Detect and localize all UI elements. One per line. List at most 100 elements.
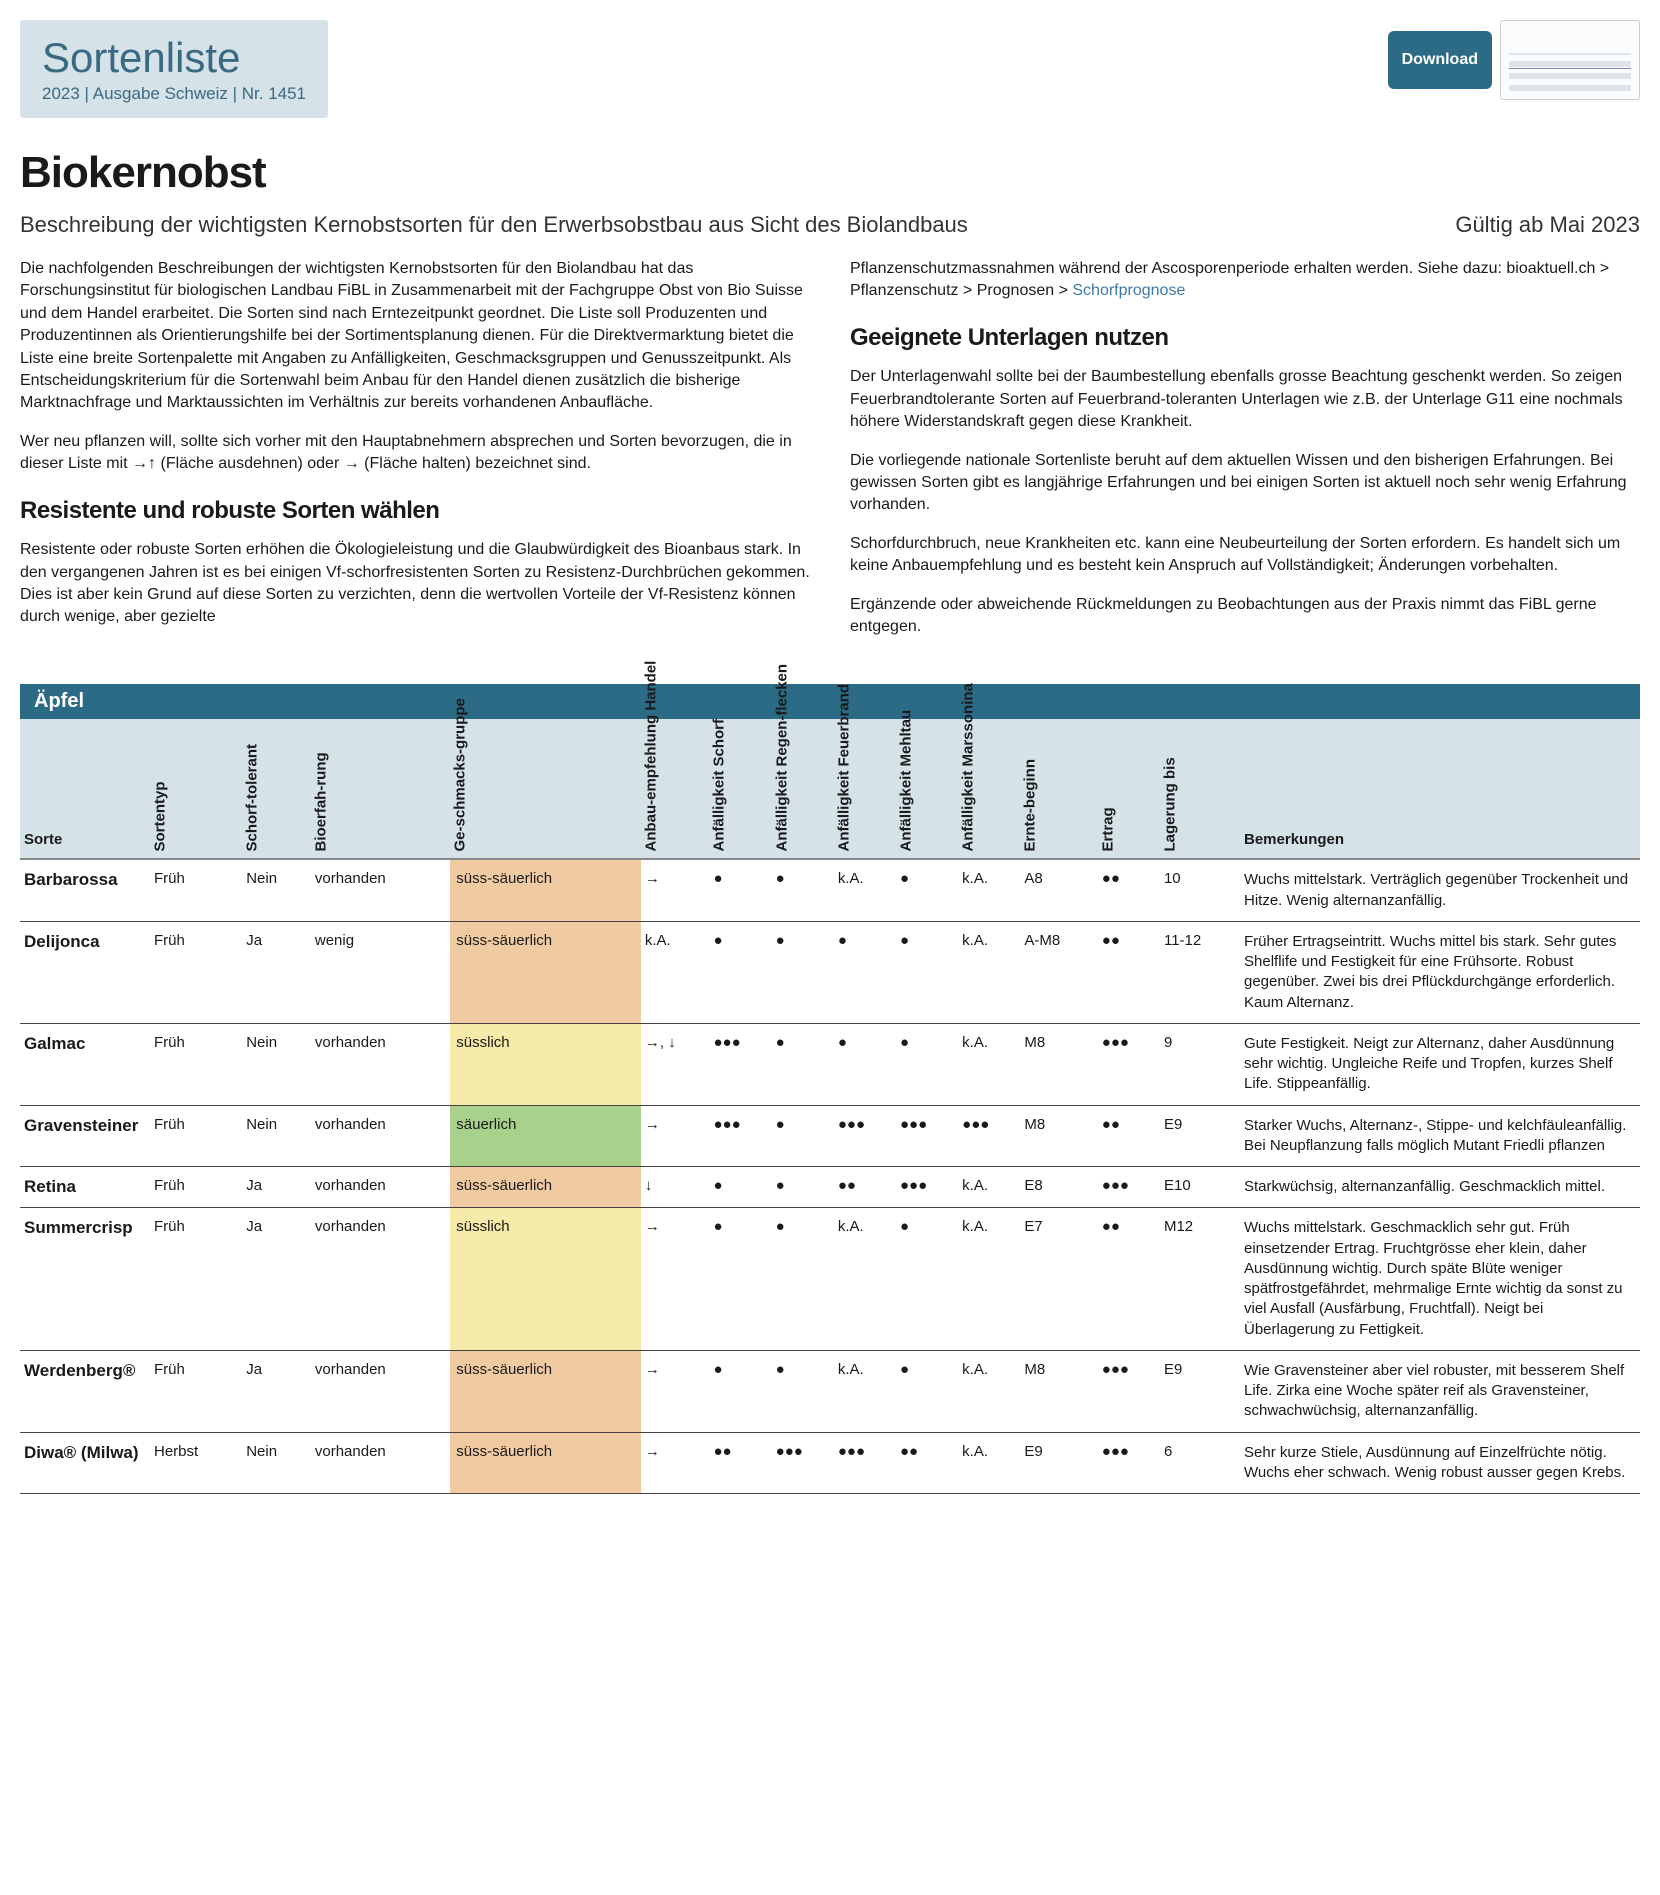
cell-typ: Früh [150, 859, 242, 921]
cell-sorte: Summercrisp [20, 1208, 150, 1351]
th-ernte: Ernte-beginn [1020, 719, 1097, 859]
cell-a-mars: k.A. [958, 921, 1020, 1023]
download-button[interactable]: Download [1388, 31, 1492, 89]
cell-a-schorf: ● [709, 1350, 771, 1432]
heading-resistant: Resistente und robuste Sorten wählen [20, 494, 810, 528]
cell-bio: vorhanden [311, 1105, 450, 1167]
cell-a-mars: k.A. [958, 1432, 1020, 1494]
cell-typ: Herbst [150, 1432, 242, 1494]
cell-bem: Gute Festigkeit. Neigt zur Alternanz, da… [1240, 1023, 1640, 1105]
cell-a-schorf: ● [709, 1208, 771, 1351]
subtitle-left: Beschreibung der wichtigsten Kernobstsor… [20, 212, 968, 238]
download-thumb[interactable] [1500, 20, 1640, 100]
cell-a-mehl: ● [896, 1208, 958, 1351]
cell-a-mars: ●●● [958, 1105, 1020, 1167]
cell-schorf: Ja [242, 1350, 311, 1432]
table-row: GravensteinerFrühNeinvorhandensäuerlich→… [20, 1105, 1640, 1167]
cell-sorte: Werdenberg® [20, 1350, 150, 1432]
cell-ertrag: ●● [1098, 859, 1160, 921]
cell-sorte: Galmac [20, 1023, 150, 1105]
right-p3: Die vorliegende nationale Sortenliste be… [850, 450, 1640, 517]
cell-bem: Wie Gravensteiner aber viel robuster, mi… [1240, 1350, 1640, 1432]
cell-lager: 9 [1160, 1023, 1240, 1105]
cell-a-feuer: ●●● [834, 1432, 896, 1494]
th-sortentyp: Sortentyp [150, 719, 242, 859]
cell-a-regen: ● [772, 859, 834, 921]
cell-bio: vorhanden [311, 1167, 450, 1208]
cell-anbau: ↓ [641, 1167, 710, 1208]
cell-schorf: Ja [242, 1167, 311, 1208]
cell-a-mehl: ●● [896, 1432, 958, 1494]
th-anbau: Anbau-empfehlung Handel [641, 719, 710, 859]
cell-anbau: →, ↓ [641, 1023, 710, 1105]
cell-bem: Starkwüchsig, alternanzanfällig. Geschma… [1240, 1167, 1640, 1208]
cell-schorf: Nein [242, 1023, 311, 1105]
cell-schorf: Nein [242, 1105, 311, 1167]
title-block: Sortenliste 2023 | Ausgabe Schweiz | Nr.… [20, 20, 328, 118]
cell-anbau: → [641, 1105, 710, 1167]
cell-a-mehl: ●●● [896, 1167, 958, 1208]
cell-lager: 6 [1160, 1432, 1240, 1494]
cell-taste: süss-säuerlich [450, 859, 641, 921]
cell-a-schorf: ●●● [709, 1105, 771, 1167]
right-p2: Der Unterlagenwahl sollte bei der Baumbe… [850, 366, 1640, 433]
cell-a-regen: ● [772, 1105, 834, 1167]
cell-a-mehl: ● [896, 1350, 958, 1432]
cell-a-feuer: ● [834, 1023, 896, 1105]
cell-ernte: M8 [1020, 1023, 1097, 1105]
cell-lager: E10 [1160, 1167, 1240, 1208]
cell-ertrag: ●●● [1098, 1023, 1160, 1105]
cell-ertrag: ●● [1098, 1105, 1160, 1167]
cell-ernte: E9 [1020, 1432, 1097, 1494]
cell-bem: Früher Ertragseintritt. Wuchs mittel bis… [1240, 921, 1640, 1023]
cell-ertrag: ●●● [1098, 1167, 1160, 1208]
cell-taste: säuerlich [450, 1105, 641, 1167]
th-a-mehl: Anfälligkeit Mehltau [896, 719, 958, 859]
cell-a-regen: ●●● [772, 1432, 834, 1494]
cell-ernte: M8 [1020, 1105, 1097, 1167]
cell-schorf: Ja [242, 1208, 311, 1351]
cell-bem: Sehr kurze Stiele, Ausdünnung auf Einzel… [1240, 1432, 1640, 1494]
cell-a-regen: ● [772, 921, 834, 1023]
cell-a-mars: k.A. [958, 1167, 1020, 1208]
cell-a-mehl: ● [896, 921, 958, 1023]
cell-schorf: Nein [242, 859, 311, 921]
cell-anbau: → [641, 1350, 710, 1432]
cell-ertrag: ●● [1098, 921, 1160, 1023]
intro-p3: Resistente oder robuste Sorten erhöhen d… [20, 539, 810, 629]
th-schorf: Schorf-tolerant [242, 719, 311, 859]
cell-a-mars: k.A. [958, 1208, 1020, 1351]
cell-anbau: → [641, 1432, 710, 1494]
table-row: SummercrispFrühJavorhandensüsslich→●●k.A… [20, 1208, 1640, 1351]
cell-bio: vorhanden [311, 1208, 450, 1351]
intro-p1: Die nachfolgenden Beschreibungen der wic… [20, 258, 810, 415]
subtitle-right: Gültig ab Mai 2023 [1455, 212, 1640, 238]
cell-typ: Früh [150, 1167, 242, 1208]
cell-sorte: Diwa® (Milwa) [20, 1432, 150, 1494]
schorf-link[interactable]: Schorfprognose [1072, 282, 1185, 299]
cell-taste: süss-säuerlich [450, 1167, 641, 1208]
site-meta: 2023 | Ausgabe Schweiz | Nr. 1451 [42, 84, 306, 104]
cell-sorte: Barbarossa [20, 859, 150, 921]
cell-ertrag: ●● [1098, 1208, 1160, 1351]
heading-unterlagen: Geeignete Unterlagen nutzen [850, 321, 1640, 355]
download-area: Download [1388, 20, 1640, 100]
th-lager: Lagerung bis [1160, 719, 1240, 859]
cell-bem: Wuchs mittelstark. Verträglich gegenüber… [1240, 859, 1640, 921]
cell-bem: Starker Wuchs, Alternanz-, Stippe- und k… [1240, 1105, 1640, 1167]
cell-a-regen: ● [772, 1167, 834, 1208]
right-p4: Schorfdurchbruch, neue Krankheiten etc. … [850, 533, 1640, 578]
cell-ertrag: ●●● [1098, 1350, 1160, 1432]
th-a-feuer: Anfälligkeit Feuerbrand [834, 719, 896, 859]
cell-schorf: Nein [242, 1432, 311, 1494]
th-bioerf: Bioerfah-rung [311, 719, 450, 859]
cell-lager: M12 [1160, 1208, 1240, 1351]
table-row: Diwa® (Milwa)HerbstNeinvorhandensüss-säu… [20, 1432, 1640, 1494]
cell-ernte: E8 [1020, 1167, 1097, 1208]
cell-a-feuer: ● [834, 921, 896, 1023]
cell-bio: wenig [311, 921, 450, 1023]
table-section-title: Äpfel [20, 684, 1640, 719]
table-row: Werdenberg®FrühJavorhandensüss-säuerlich… [20, 1350, 1640, 1432]
cell-a-mehl: ●●● [896, 1105, 958, 1167]
cell-schorf: Ja [242, 921, 311, 1023]
